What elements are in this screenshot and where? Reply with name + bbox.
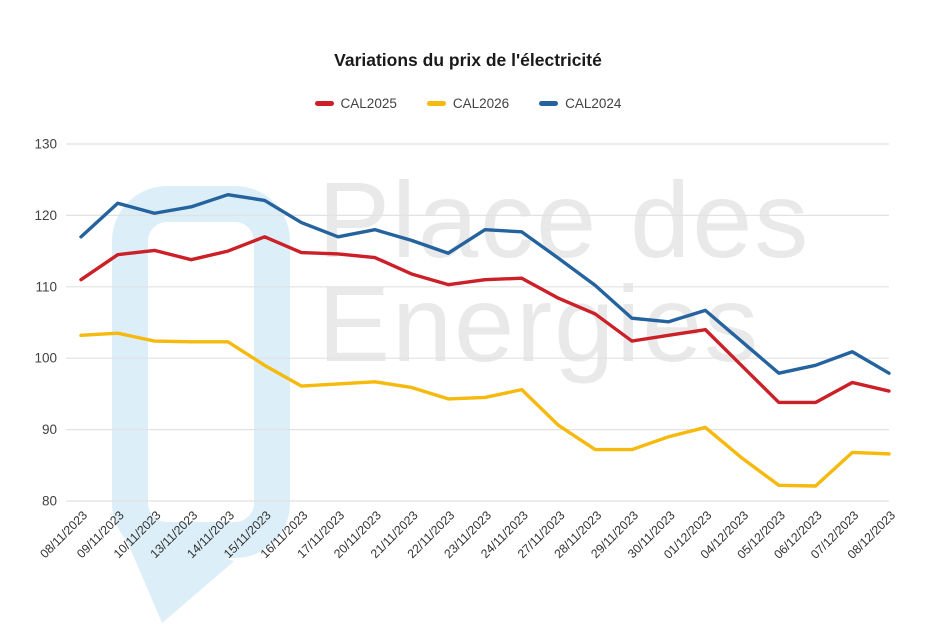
chart-legend: CAL2025 CAL2026 CAL2024 (0, 92, 936, 114)
chart-title: Variations du prix de l'électricité (334, 50, 602, 70)
legend-swatch-cal2024 (539, 100, 559, 106)
y-tick-label: 110 (35, 279, 57, 294)
watermark-logo-bubble (112, 186, 290, 558)
series-line-cal2026 (79, 331, 891, 488)
legend-swatch-cal2026 (426, 100, 446, 106)
legend-swatch-cal2025 (314, 100, 334, 106)
watermark-line-1: Place des (318, 159, 811, 280)
y-tick-label: 80 (42, 494, 57, 509)
legend-label-cal2025: CAL2025 (340, 95, 397, 111)
y-tick-label: 120 (34, 208, 57, 223)
legend-item-cal2025[interactable]: CAL2025 (314, 95, 397, 111)
series-line-cal2025 (79, 235, 891, 405)
legend-label-cal2024: CAL2024 (565, 95, 622, 111)
series-line-cal2024 (79, 192, 891, 375)
legend-label-cal2026: CAL2026 (452, 95, 510, 111)
y-tick-label: 90 (42, 422, 57, 437)
legend-item-cal2024[interactable]: CAL2024 (539, 96, 621, 111)
y-tick-label: 130 (34, 137, 57, 152)
y-tick-label: 100 (34, 351, 57, 366)
watermark-text: Place des Energies (318, 159, 878, 378)
legend-item-cal2026[interactable]: CAL2026 (426, 95, 510, 111)
